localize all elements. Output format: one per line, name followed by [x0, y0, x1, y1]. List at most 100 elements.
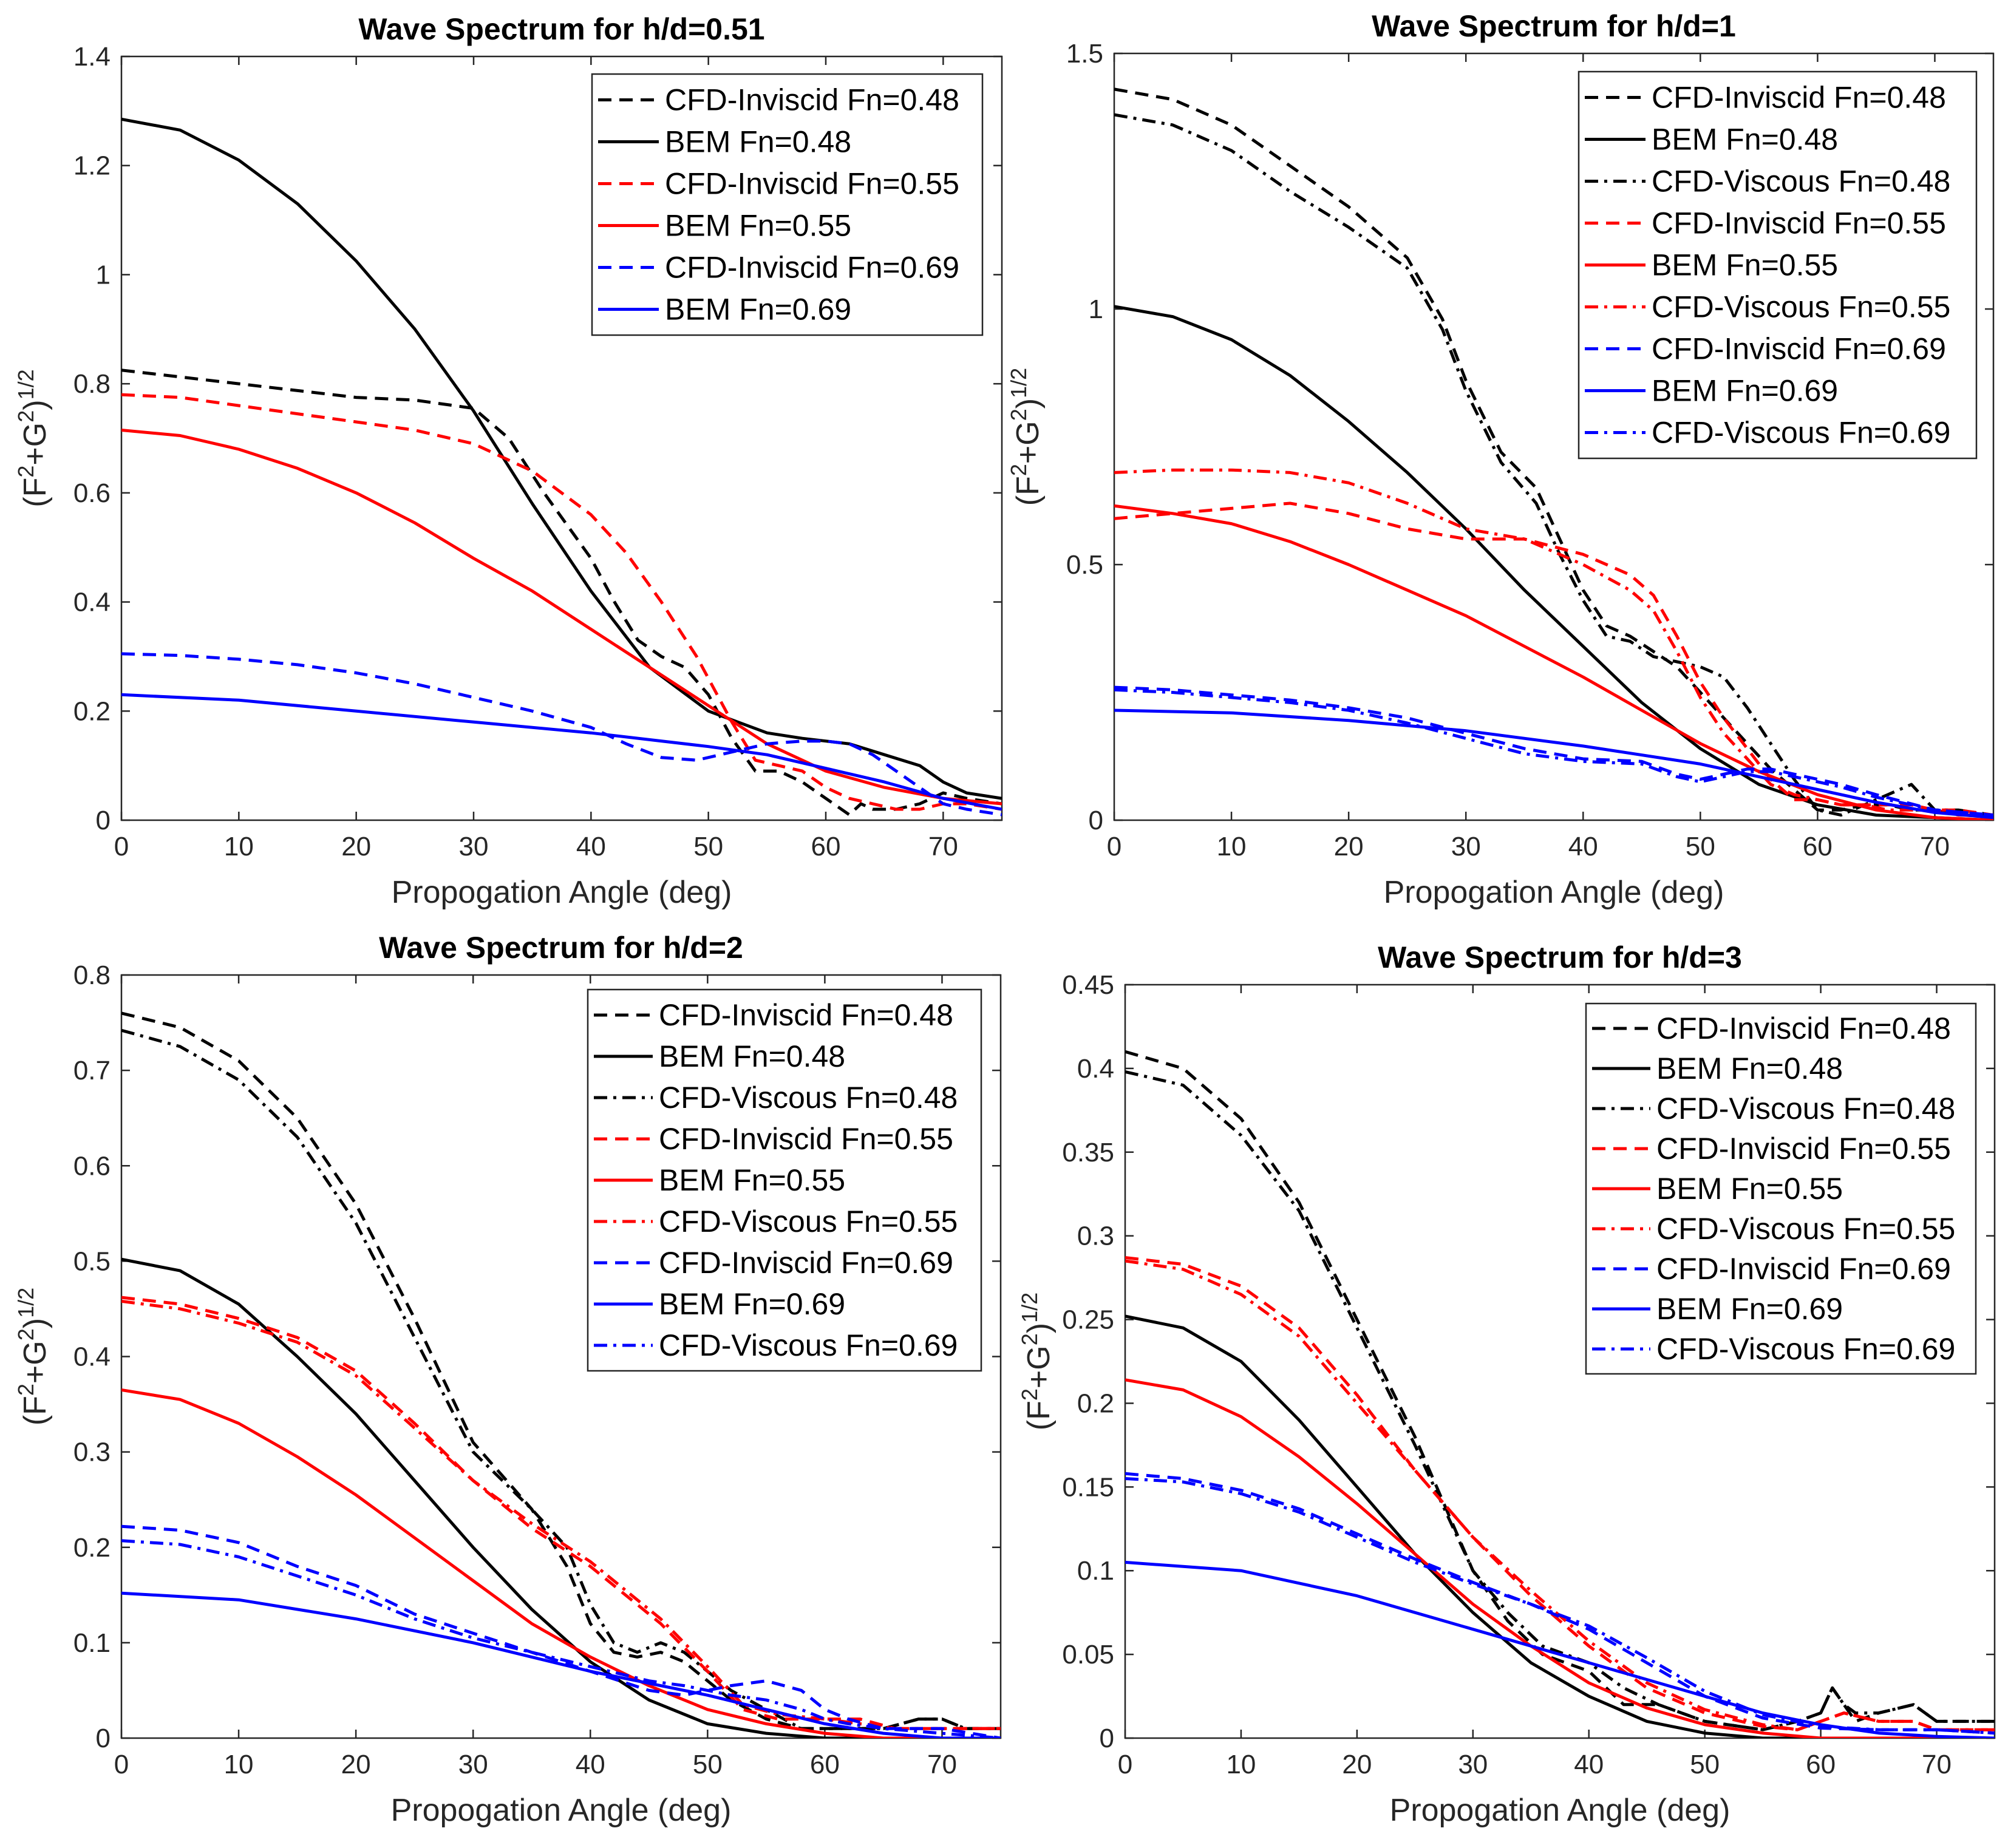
legend: CFD-Inviscid Fn=0.48 BEM Fn=0.48 CFD-Visco… — [587, 988, 982, 1372]
series-line — [1114, 688, 1993, 817]
y-tick-label: 0.3 — [1077, 1221, 1114, 1251]
series-line — [1114, 504, 1993, 820]
y-tick-label: 0.6 — [73, 478, 111, 508]
x-tick-label: 40 — [576, 832, 606, 861]
x-tick-label: 30 — [1458, 1750, 1488, 1779]
y-tick-label: 0.7 — [73, 1056, 111, 1085]
legend-box — [587, 988, 982, 1372]
x-axis-label: Propogation Angle (deg) — [1384, 875, 1724, 910]
legend-box — [591, 73, 984, 336]
series-line — [1114, 501, 1993, 817]
legend: CFD-Inviscid Fn=0.48 BEM Fn=0.48 CFD-Invis… — [591, 73, 984, 336]
y-axis-label-part: 2 — [1017, 1333, 1042, 1345]
x-tick-label: 70 — [1922, 1750, 1952, 1779]
y-axis-label-part: (F — [1010, 476, 1046, 506]
y-axis-label-part: 2 — [1017, 1388, 1042, 1401]
plot-area — [1113, 52, 1995, 821]
series-line — [1125, 1256, 1995, 1731]
y-tick-label: 1.5 — [1066, 39, 1103, 69]
y-axis-label-part: 2 — [13, 1328, 38, 1340]
y-tick-label: 1 — [96, 260, 111, 290]
chart-title: Wave Spectrum for h/d=0.51 — [358, 12, 764, 46]
legend-entry: CFD-Viscous Fn=0.69 — [1652, 416, 1950, 450]
series-line — [121, 1257, 1001, 1738]
legend-entry: CFD-Viscous Fn=0.48 — [1652, 165, 1950, 199]
y-axis-label-part: ) — [1021, 1323, 1057, 1333]
x-tick-label: 20 — [1342, 1750, 1372, 1779]
y-tick-label: 0.05 — [1062, 1640, 1114, 1670]
y-tick-label: 0.2 — [73, 696, 111, 726]
x-axis-label: Propogation Angle (deg) — [392, 875, 732, 910]
x-tick-label: 70 — [927, 1750, 957, 1779]
x-tick-label: 50 — [1686, 832, 1715, 861]
legend-entry: BEM Fn=0.48 — [665, 125, 851, 159]
legend-entry: CFD-Inviscid Fn=0.48 — [665, 83, 959, 117]
series-line — [121, 693, 1002, 811]
y-axis-label-part: +G — [18, 1340, 53, 1384]
legend-entry: BEM Fn=0.55 — [665, 209, 851, 243]
legend-entry: BEM Fn=0.48 — [1652, 123, 1838, 157]
y-axis-label-part: 1/2 — [13, 1288, 38, 1318]
y-axis-label-part: ) — [18, 399, 53, 410]
x-tick-label: 10 — [224, 832, 254, 861]
x-tick-label: 0 — [114, 832, 129, 861]
legend-entry: CFD-Inviscid Fn=0.48 — [1656, 1011, 1951, 1045]
series-line — [121, 1028, 1001, 1730]
series-line — [121, 1388, 1001, 1738]
y-tick-label: 0.4 — [1077, 1054, 1114, 1084]
series-line — [121, 1591, 1001, 1738]
legend-entry: BEM Fn=0.69 — [1652, 374, 1838, 408]
y-tick-label: 1.2 — [73, 151, 111, 181]
y-tick-label: 0 — [1089, 806, 1103, 835]
legend-entry: CFD-Inviscid Fn=0.69 — [665, 251, 959, 285]
x-tick-label: 20 — [341, 1750, 371, 1779]
series-line — [1114, 708, 1993, 820]
x-tick-label: 10 — [224, 1750, 254, 1779]
x-tick-label: 70 — [1920, 832, 1950, 861]
x-tick-label: 20 — [1334, 832, 1364, 861]
series-line — [121, 393, 1002, 811]
legend-entry: CFD-Viscous Fn=0.55 — [1652, 290, 1950, 324]
y-axis-label-part: 2 — [1006, 464, 1031, 476]
y-tick-label: 0.1 — [73, 1628, 111, 1658]
series-line — [1125, 1259, 1995, 1731]
x-tick-label: 20 — [341, 832, 371, 861]
chart-title: Wave Spectrum for h/d=3 — [1378, 940, 1742, 974]
x-axis-label: Propogation Angle (deg) — [1390, 1793, 1731, 1828]
y-axis-label-part: 2 — [13, 466, 38, 478]
y-tick-label: 0.4 — [73, 1342, 111, 1372]
series-line — [1125, 1560, 1995, 1738]
legend-entry: BEM Fn=0.69 — [665, 293, 851, 327]
legend-entry: BEM Fn=0.55 — [1652, 248, 1838, 282]
legend-entry: CFD-Inviscid Fn=0.55 — [659, 1122, 953, 1156]
x-tick-label: 40 — [1568, 832, 1598, 861]
chart-title: Wave Spectrum for h/d=2 — [379, 931, 743, 965]
y-axis-label: (F2+G2)1/2 — [1006, 368, 1046, 506]
series-line — [121, 429, 1002, 806]
y-axis-label: (F2+G2)1/2 — [13, 369, 53, 507]
series-group — [121, 117, 1002, 817]
x-tick-label: 60 — [1806, 1750, 1836, 1779]
series-line — [1125, 1314, 1995, 1738]
legend-entry: BEM Fn=0.48 — [659, 1039, 845, 1073]
y-axis-label-part: (F — [18, 478, 53, 508]
legend-entry: CFD-Inviscid Fn=0.55 — [1652, 206, 1946, 240]
legend-entry: BEM Fn=0.55 — [1656, 1172, 1843, 1206]
legend-entry: CFD-Viscous Fn=0.55 — [659, 1204, 958, 1238]
chart-title: Wave Spectrum for h/d=1 — [1372, 9, 1736, 43]
series-line — [1114, 305, 1993, 820]
legend-entry: CFD-Viscous Fn=0.48 — [1656, 1092, 1955, 1126]
series-line — [121, 369, 1002, 817]
y-tick-label: 0.35 — [1062, 1138, 1114, 1167]
chart-3: Wave Spectrum for h/d=2 0 10 20 30 40 50 60 70 0 0… — [13, 931, 1002, 1828]
y-tick-label: 0.8 — [73, 369, 111, 399]
legend-box — [1585, 1002, 1977, 1375]
series-line — [121, 1539, 1001, 1738]
y-axis-label-part: ) — [18, 1318, 53, 1328]
legend-entry: CFD-Inviscid Fn=0.69 — [659, 1246, 953, 1280]
legend-entry: CFD-Viscous Fn=0.69 — [1656, 1332, 1955, 1366]
y-axis-label-part: +G — [18, 423, 53, 466]
x-tick-label: 40 — [576, 1750, 605, 1779]
y-tick-label: 0.5 — [73, 1246, 111, 1276]
legend-entry: CFD-Inviscid Fn=0.48 — [659, 998, 953, 1032]
